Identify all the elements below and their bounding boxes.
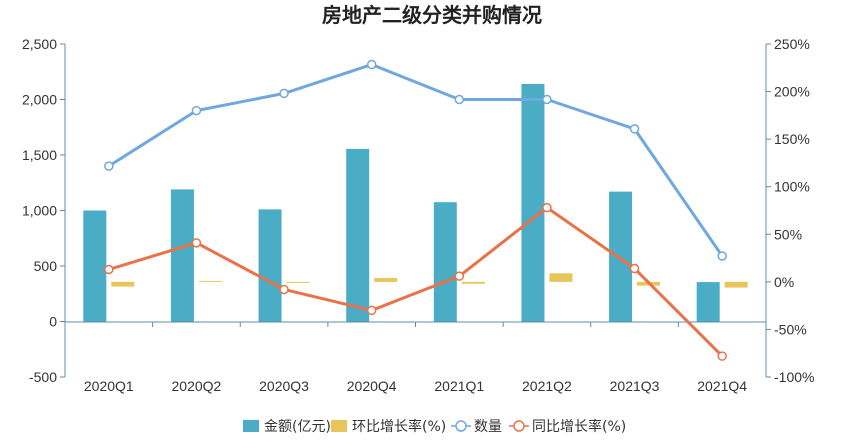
amount-bar <box>170 189 194 322</box>
legend-swatch <box>331 420 347 432</box>
x-tick-label: 2021Q1 <box>434 378 484 394</box>
right-tick-label: -100% <box>774 369 814 385</box>
right-tick-label: 150% <box>774 131 810 147</box>
qoq-growth-bar <box>198 280 222 282</box>
right-tick-label: 0% <box>774 274 794 290</box>
count-point <box>629 124 640 134</box>
left-tick-label: 0 <box>49 314 57 330</box>
amount-bar <box>433 202 457 322</box>
yoy-growth-point <box>366 305 377 316</box>
count-point <box>279 88 289 99</box>
x-tick-label: 2020Q4 <box>347 378 397 394</box>
legend-swatch <box>243 420 259 432</box>
amount-bar <box>696 282 720 322</box>
legend-label: 环比增长率(%) <box>352 418 446 435</box>
legend: 金额(亿元) 环比增长率(%) 数量 同比增长率(%) <box>243 418 626 435</box>
count-point <box>542 94 552 105</box>
count-point <box>366 59 377 70</box>
amount-bar <box>346 148 370 322</box>
x-tick-label: 2021Q2 <box>522 378 572 394</box>
legend-swatch-marker <box>455 420 467 432</box>
left-tick-label: 2,000 <box>22 92 57 108</box>
yoy-growth-point <box>717 351 727 361</box>
x-tick-label: 2021Q3 <box>610 378 660 394</box>
bars <box>83 83 748 322</box>
left-tick-label: 500 <box>34 258 58 274</box>
right-tick-label: 100% <box>774 179 810 195</box>
right-tick-label: 200% <box>774 84 810 100</box>
amount-bar <box>521 83 545 322</box>
qoq-growth-bar <box>549 273 573 282</box>
legend-label: 数量 <box>474 419 502 435</box>
yoy-growth-point <box>191 238 202 248</box>
right-tick-label: 250% <box>774 36 810 52</box>
qoq-growth-bar <box>724 281 748 288</box>
qoq-growth-bar <box>286 281 310 283</box>
yoy-growth-point <box>279 284 289 295</box>
count-point <box>104 161 114 171</box>
legend-label: 金额(亿元) <box>264 419 331 435</box>
legend-swatch-marker <box>513 420 525 432</box>
qoq-growth-bar <box>461 281 485 284</box>
yoy-growth-point <box>104 264 114 275</box>
count-point <box>717 251 727 261</box>
x-tick-label: 2020Q2 <box>172 378 222 394</box>
qoq-growth-bar <box>374 278 398 282</box>
left-tick-label: 1,500 <box>22 147 57 163</box>
amount-bar <box>83 210 107 322</box>
yoy-growth-point <box>542 202 552 213</box>
right-tick-label: 50% <box>774 226 802 242</box>
qoq-growth-bar <box>111 281 135 287</box>
left-tick-label: -500 <box>29 369 57 385</box>
axes: -500 0 500 1,000 1,500 2,000 2,500 -100% -50% 0% 5… <box>22 36 815 394</box>
yoy-growth-point <box>629 263 640 274</box>
amount-bar <box>258 209 282 322</box>
lines <box>104 59 727 361</box>
right-tick-label: -50% <box>774 321 807 337</box>
left-tick-label: 1,000 <box>22 203 57 219</box>
x-tick-label: 2020Q3 <box>259 378 309 394</box>
legend-label: 同比增长率(%) <box>532 418 626 435</box>
x-tick-label: 2020Q1 <box>84 378 134 394</box>
left-tick-label: 2,500 <box>22 36 57 52</box>
chart-title: 房地产二级分类并购情况 <box>322 3 542 27</box>
yoy-growth-point <box>454 271 465 281</box>
amount-bar <box>609 191 633 322</box>
count-point <box>191 105 202 116</box>
x-tick-label: 2021Q4 <box>697 378 747 394</box>
yoy-growth-line <box>108 206 724 358</box>
count-line <box>108 63 724 257</box>
count-point <box>454 94 465 105</box>
